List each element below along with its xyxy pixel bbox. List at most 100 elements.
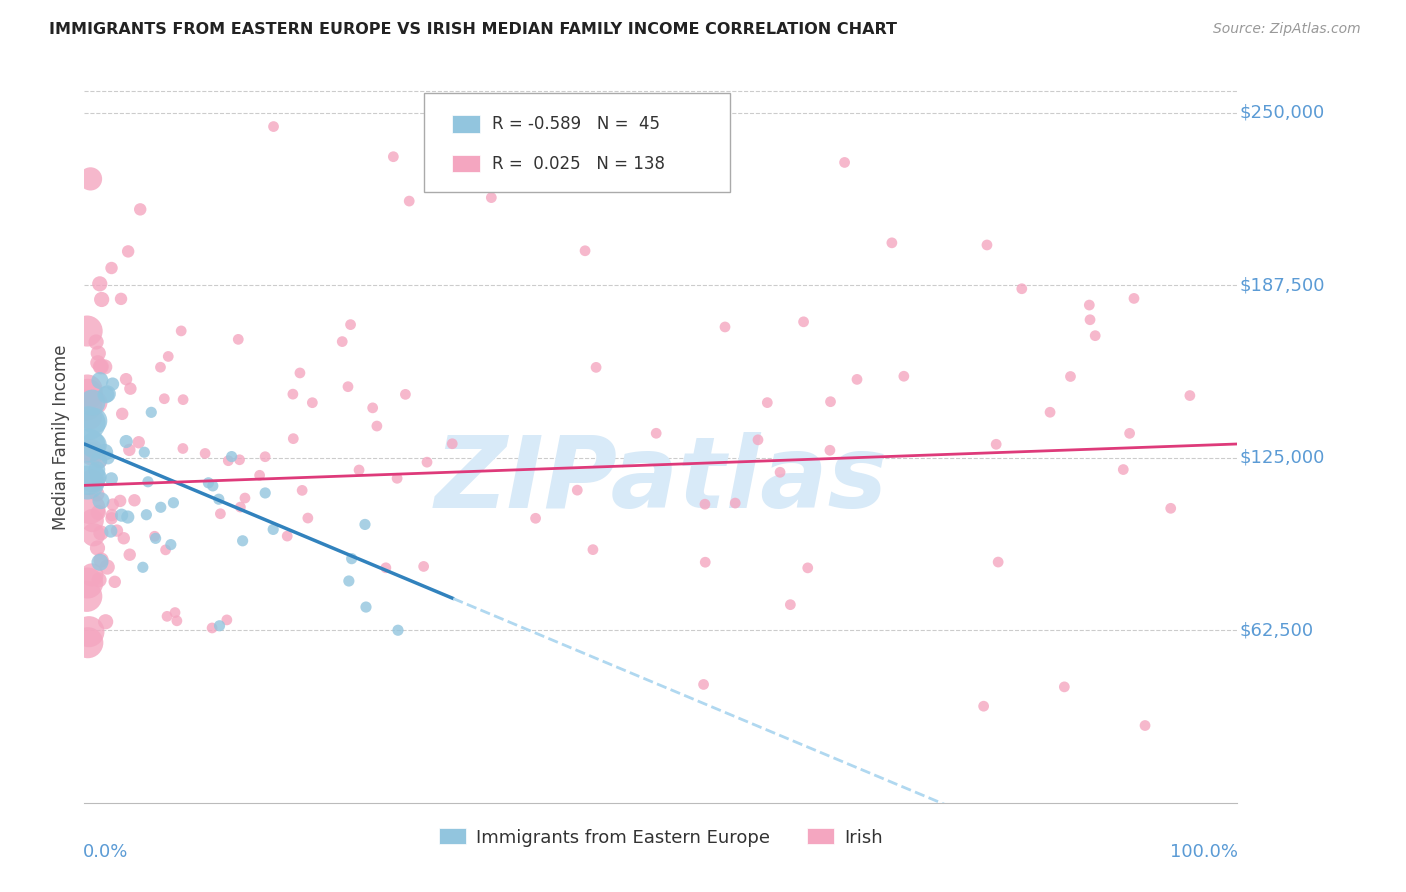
Point	[100, 511, 122, 525]
Point	[83, 414, 105, 428]
Point	[297, 511, 319, 525]
Point	[110, 292, 132, 306]
Point	[1084, 328, 1107, 343]
Point	[111, 508, 134, 523]
Text: 100.0%: 100.0%	[1170, 843, 1239, 861]
Point	[574, 244, 596, 258]
Point	[87, 506, 110, 520]
Point	[1078, 312, 1101, 326]
Point	[582, 542, 605, 557]
Point	[128, 435, 150, 450]
Point	[76, 590, 98, 604]
Point	[124, 493, 146, 508]
Point	[117, 510, 139, 524]
Point	[194, 446, 217, 460]
Point	[115, 372, 138, 386]
Point	[229, 500, 252, 514]
Text: $187,500: $187,500	[1240, 277, 1324, 294]
Point	[94, 615, 117, 629]
Y-axis label: Median Family Income: Median Family Income	[52, 344, 70, 530]
Point	[714, 320, 737, 334]
Point	[129, 202, 152, 217]
Point	[77, 439, 100, 453]
Point	[374, 561, 396, 575]
Point	[263, 120, 285, 134]
Point	[90, 493, 112, 508]
FancyBboxPatch shape	[453, 155, 479, 172]
Point	[201, 621, 224, 635]
Point	[893, 369, 915, 384]
Point	[117, 244, 139, 259]
Point	[301, 395, 323, 409]
Point	[76, 636, 98, 650]
Point	[880, 235, 903, 250]
Point	[86, 487, 108, 501]
Point	[86, 463, 108, 477]
Point	[77, 471, 100, 485]
Point	[149, 500, 172, 515]
Point	[79, 410, 101, 425]
Point	[163, 606, 186, 620]
Point	[87, 356, 110, 370]
Point	[89, 277, 111, 291]
Point	[143, 529, 166, 543]
Point	[796, 561, 818, 575]
Point	[149, 360, 172, 375]
Point	[118, 548, 141, 562]
Point	[80, 474, 103, 488]
Point	[84, 334, 107, 349]
Point	[156, 609, 179, 624]
Point	[779, 598, 801, 612]
Point	[567, 483, 589, 497]
Point	[291, 483, 314, 498]
Point	[160, 538, 183, 552]
Point	[382, 150, 405, 164]
Legend: Immigrants from Eastern Europe, Irish: Immigrants from Eastern Europe, Irish	[432, 821, 890, 854]
Point	[288, 366, 311, 380]
Point	[115, 434, 138, 449]
Point	[172, 392, 194, 407]
Point	[136, 475, 159, 489]
Point	[354, 517, 377, 532]
Point	[96, 560, 118, 574]
Point	[76, 398, 98, 412]
Point	[479, 191, 502, 205]
Point	[76, 387, 98, 401]
Point	[361, 401, 384, 415]
Point	[416, 455, 439, 469]
Point	[170, 324, 193, 338]
Point	[254, 486, 277, 500]
Point	[77, 416, 100, 430]
Text: 0.0%: 0.0%	[83, 843, 128, 861]
Point	[112, 531, 135, 545]
Point	[118, 442, 141, 457]
Text: $250,000: $250,000	[1240, 103, 1324, 122]
Point	[76, 324, 98, 338]
Point	[394, 387, 416, 401]
Point	[82, 527, 104, 541]
Point	[412, 559, 434, 574]
Text: IMMIGRANTS FROM EASTERN EUROPE VS IRISH MEDIAN FAMILY INCOME CORRELATION CHART: IMMIGRANTS FROM EASTERN EUROPE VS IRISH …	[49, 22, 897, 37]
Text: $125,000: $125,000	[1240, 449, 1324, 467]
Point	[747, 433, 769, 447]
Point	[366, 419, 388, 434]
Point	[354, 600, 377, 615]
Point	[1123, 292, 1146, 306]
Point	[135, 508, 157, 522]
Point	[276, 529, 298, 543]
Point	[111, 407, 134, 421]
Point	[90, 525, 112, 540]
Point	[87, 470, 110, 484]
Point	[141, 405, 163, 419]
Point	[398, 194, 420, 208]
Point	[153, 392, 176, 406]
Point	[818, 443, 841, 458]
Point	[226, 332, 249, 346]
Point	[1160, 501, 1182, 516]
Point	[217, 453, 239, 467]
Point	[695, 555, 717, 569]
Point	[1078, 298, 1101, 312]
Point	[80, 568, 103, 582]
Point	[692, 677, 714, 691]
Point	[1178, 388, 1201, 402]
